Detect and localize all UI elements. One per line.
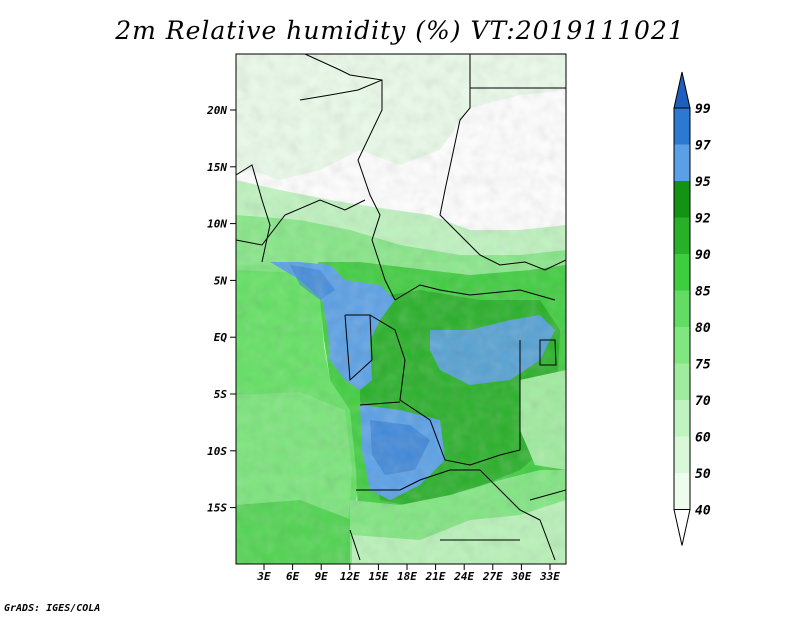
colorbar-segment — [674, 290, 690, 327]
y-tick-label: 5S — [214, 388, 228, 401]
x-tick-label: 21E — [425, 570, 446, 583]
chart-title: 2m Relative humidity (%) VT:2019111021 — [115, 16, 685, 45]
colorbar-label: 50 — [695, 467, 711, 482]
y-tick-label: 20N — [206, 104, 227, 117]
colorbar-label: 92 — [695, 212, 711, 227]
x-tick-label: 3E — [256, 570, 271, 583]
x-tick-label: 12E — [340, 570, 360, 583]
colorbar-label: 97 — [695, 139, 711, 154]
x-axis: 3E 6E 9E 12E 15E 18E 21E 24E 27E 30E 33E — [256, 564, 560, 583]
colorbar-segment — [674, 217, 690, 254]
colorbar-segment — [674, 181, 690, 218]
colorbar-segment — [674, 144, 690, 181]
colorbar-top-triangle — [673, 71, 691, 109]
colorbar-segment — [674, 473, 690, 510]
colorbar-label: 80 — [695, 321, 711, 336]
y-tick-label: 15N — [207, 161, 227, 174]
colorbar-label: 70 — [695, 394, 711, 409]
x-tick-label: 9E — [315, 570, 329, 583]
map-frame — [235, 53, 567, 565]
colorbar-segment — [674, 363, 690, 400]
footer-credit: GrADS: IGES/COLA — [4, 603, 101, 614]
colorbar-label: 99 — [695, 102, 711, 117]
x-tick-label: 33E — [539, 570, 560, 583]
colorbar-segment — [674, 436, 690, 473]
x-tick-label: 6E — [286, 570, 300, 583]
x-tick-label: 30E — [510, 570, 531, 583]
colorbar-label: 90 — [695, 248, 711, 263]
y-axis: 20N 15N 10N 5N EQ 5S 10S 15S — [206, 104, 236, 515]
country-borders — [236, 54, 566, 561]
colorbar-label: 75 — [695, 358, 711, 373]
colorbar-label: 60 — [695, 431, 711, 446]
colorbar-label: 85 — [695, 285, 711, 300]
colorbar-segment — [674, 327, 690, 364]
y-tick-label: 5N — [214, 274, 228, 287]
colorbar-segment — [674, 400, 690, 437]
colorbar-bottom-triangle — [673, 509, 691, 546]
colorbar-segment — [674, 254, 690, 291]
x-tick-label: 18E — [397, 570, 417, 583]
colorbar: 99 97 95 92 90 85 80 75 70 60 50 40 — [673, 71, 711, 546]
y-tick-label: 15S — [207, 502, 227, 515]
x-tick-label: 27E — [482, 570, 503, 583]
colorbar-segment — [674, 108, 690, 145]
x-tick-label: 15E — [368, 570, 388, 583]
humidity-field — [236, 54, 566, 564]
y-tick-label: 10N — [207, 218, 227, 231]
y-tick-label: 10S — [207, 445, 227, 458]
field-texture — [236, 54, 566, 564]
colorbar-frame — [673, 107, 691, 510]
colorbar-label: 40 — [695, 504, 711, 519]
x-tick-label: 24E — [453, 570, 474, 583]
colorbar-label: 95 — [695, 175, 711, 190]
y-tick-label: EQ — [214, 331, 228, 344]
